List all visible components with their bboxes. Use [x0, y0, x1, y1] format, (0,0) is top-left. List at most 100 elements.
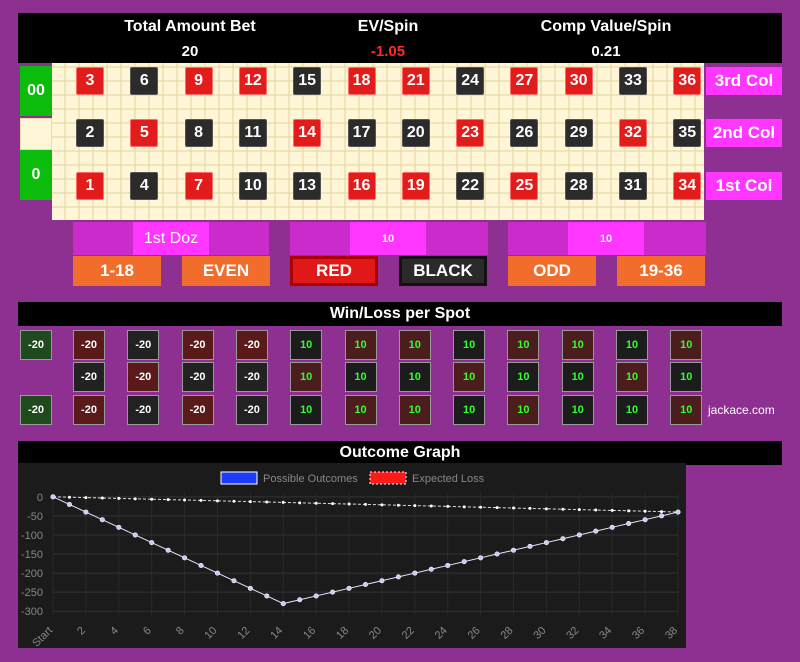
possible-outcome-point [576, 532, 582, 538]
expected-loss-point [150, 497, 154, 501]
number-cell-20[interactable]: 20 [401, 119, 430, 147]
number-cell-22[interactable]: 22 [456, 172, 485, 200]
number-cell-31[interactable]: 31 [619, 172, 647, 200]
expected-loss-point [67, 495, 71, 499]
first-column-button[interactable]: 1st Col [706, 172, 782, 200]
number-cell-5[interactable]: 5 [130, 119, 159, 147]
number-cell-32[interactable]: 32 [619, 119, 647, 147]
x-tick-label: 6 [141, 625, 154, 638]
number-cell-19[interactable]: 19 [401, 172, 430, 200]
high-bet-button[interactable]: 19-36 [617, 256, 705, 286]
possible-outcome-point [362, 582, 368, 588]
third-column-button[interactable]: 3rd Col [706, 67, 782, 95]
number-cell-8[interactable]: 8 [184, 119, 213, 147]
number-cell-35[interactable]: 35 [673, 119, 702, 147]
number-cell-33[interactable]: 33 [619, 67, 647, 95]
possible-outcome-point [445, 562, 451, 568]
possible-outcome-point [50, 494, 56, 500]
single-zero-cell[interactable]: 0 [20, 150, 52, 200]
number-cell-12[interactable]: 12 [238, 67, 267, 95]
possible-outcome-point [659, 513, 665, 519]
possible-outcome-point [297, 597, 303, 603]
winloss-spot: -20 [127, 362, 160, 392]
x-tick-label: 34 [597, 625, 614, 642]
expected-loss-point [643, 509, 647, 513]
number-cell-28[interactable]: 28 [564, 172, 593, 200]
low-bet-button[interactable]: 1-18 [73, 256, 161, 286]
winloss-spot: 10 [290, 362, 323, 392]
number-cell-23[interactable]: 23 [456, 119, 485, 147]
winloss-spot: -20 [73, 362, 105, 392]
possible-outcome-point [626, 520, 632, 526]
outcome-graph: 0 -50 -100 -150 -200 -250 -300 Start 2 4 6 8 10 12 14 1… [18, 463, 686, 650]
possible-outcome-point [280, 601, 286, 607]
number-cell-36[interactable]: 36 [673, 67, 702, 95]
expected-loss-point [512, 506, 516, 510]
number-cell-29[interactable]: 29 [564, 119, 593, 147]
possible-outcome-point [642, 517, 648, 523]
winloss-spot: -20 [127, 330, 160, 360]
number-cell-17[interactable]: 17 [347, 119, 376, 147]
x-tick-label: 18 [334, 625, 351, 642]
number-cell-15[interactable]: 15 [293, 67, 322, 95]
number-cell-3[interactable]: 3 [76, 67, 104, 95]
winloss-spot: 10 [616, 330, 648, 360]
winloss-spot: -20 [235, 330, 268, 360]
second-column-button[interactable]: 2nd Col [706, 119, 782, 147]
even-bet-button[interactable]: EVEN [182, 256, 270, 286]
series-possible-outcomes-line [52, 496, 679, 605]
expected-loss-point [199, 498, 203, 502]
watermark: jackace.com [708, 403, 775, 417]
number-cell-26[interactable]: 26 [510, 119, 539, 147]
expected-loss-point [594, 508, 598, 512]
possible-outcome-point [182, 555, 188, 561]
number-cell-10[interactable]: 10 [238, 172, 267, 200]
zero-split-cell[interactable] [20, 118, 52, 150]
double-zero-cell[interactable]: 00 [20, 66, 52, 116]
number-cell-24[interactable]: 24 [456, 67, 485, 95]
winloss-spot: 10 [290, 330, 323, 360]
possible-outcome-point [675, 509, 681, 515]
possible-outcome-point [198, 562, 204, 568]
number-cell-1[interactable]: 1 [76, 172, 104, 200]
number-cell-6[interactable]: 6 [130, 67, 159, 95]
number-cell-2[interactable]: 2 [76, 119, 104, 147]
number-cell-4[interactable]: 4 [130, 172, 159, 200]
expected-loss-point [314, 501, 318, 505]
possible-outcome-point [346, 585, 352, 591]
possible-outcome-point [83, 509, 89, 515]
number-cell-30[interactable]: 30 [564, 67, 593, 95]
expected-loss-point [117, 496, 121, 500]
number-cell-9[interactable]: 9 [184, 67, 213, 95]
second-dozen-chip[interactable]: 10 [350, 222, 426, 255]
odd-bet-button[interactable]: ODD [508, 256, 596, 286]
possible-outcome-point [609, 524, 615, 530]
first-dozen-label[interactable]: 1st Doz [133, 222, 209, 255]
number-cell-7[interactable]: 7 [184, 172, 213, 200]
third-dozen-chip[interactable]: 10 [568, 222, 644, 255]
expected-loss-point [544, 507, 548, 511]
number-cell-34[interactable]: 34 [673, 172, 702, 200]
number-cell-11[interactable]: 11 [238, 119, 267, 147]
possible-outcome-point [543, 540, 549, 546]
number-cell-16[interactable]: 16 [347, 172, 376, 200]
possible-outcome-point [313, 593, 319, 599]
expected-loss-point [660, 510, 664, 514]
comp-value: 0.21 [591, 43, 621, 60]
black-bet-button[interactable]: BLACK [399, 256, 487, 286]
stats-header: Total Amount Bet 20 EV/Spin -1.05 Comp V… [18, 13, 782, 63]
x-tick-label: 20 [367, 625, 384, 642]
number-cell-14[interactable]: 14 [293, 119, 322, 147]
winloss-spot: -20 [181, 330, 214, 360]
number-cell-13[interactable]: 13 [293, 172, 322, 200]
number-cell-18[interactable]: 18 [347, 67, 376, 95]
legend-expected-label: Expected Loss [412, 473, 485, 485]
outcome-graph-title: Outcome Graph [18, 441, 782, 465]
possible-outcome-point [99, 517, 105, 523]
number-cell-25[interactable]: 25 [510, 172, 539, 200]
number-cell-21[interactable]: 21 [401, 67, 430, 95]
red-bet-button[interactable]: RED [290, 256, 378, 286]
expected-loss-point [479, 505, 483, 509]
number-cell-27[interactable]: 27 [510, 67, 539, 95]
possible-outcome-point [116, 524, 122, 530]
